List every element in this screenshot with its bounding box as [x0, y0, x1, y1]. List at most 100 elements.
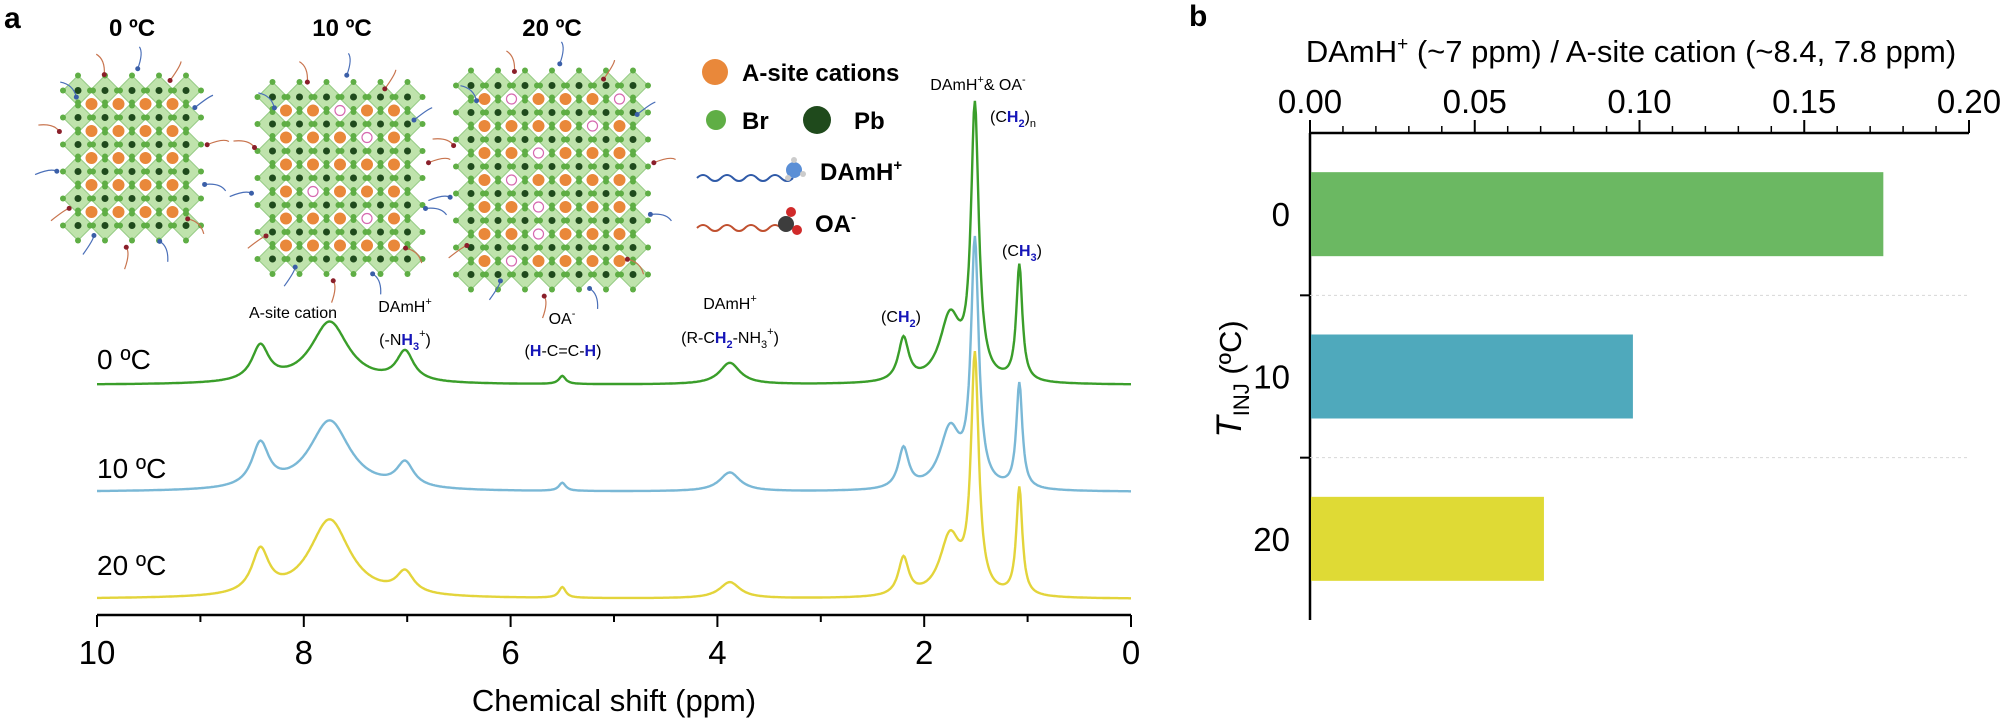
- br-atom: [254, 202, 261, 208]
- oa-ligand: [169, 61, 182, 81]
- damh-ligand: [34, 169, 58, 176]
- br-atom: [419, 94, 426, 100]
- br-atom: [281, 229, 288, 235]
- a-site-cation: [361, 239, 373, 252]
- br-atom: [323, 271, 330, 277]
- pb-atom: [521, 82, 529, 89]
- nmr-tick-label: 4: [708, 634, 726, 671]
- pb-atom: [182, 168, 190, 175]
- pb-atom: [269, 147, 276, 155]
- ligand-head: [330, 278, 336, 284]
- pb-atom: [404, 147, 411, 155]
- br-atom: [198, 87, 204, 94]
- br-atom: [389, 94, 396, 100]
- br-atom: [468, 256, 474, 263]
- h-atom-icon: [791, 157, 797, 163]
- a-site-cation: [166, 179, 179, 191]
- br-atom: [495, 175, 501, 182]
- pb-atom: [629, 244, 637, 251]
- br-atom: [495, 286, 501, 293]
- a-site-cation: [112, 152, 125, 164]
- bar-20: [1311, 496, 1544, 581]
- br-atom: [114, 195, 120, 202]
- damh-ligand: [283, 267, 296, 287]
- a-site-cation: [334, 158, 346, 171]
- br-atom: [75, 153, 81, 160]
- br-atom: [495, 229, 501, 236]
- pb-atom: [629, 136, 637, 143]
- br-atom: [75, 72, 81, 79]
- oa-ligand: [124, 246, 129, 270]
- pb-atom: [101, 168, 109, 175]
- br-atom: [129, 237, 135, 244]
- a-site-cation: [85, 98, 98, 110]
- pb-atom: [602, 271, 610, 278]
- br-atom: [75, 180, 81, 187]
- ligand-head: [271, 105, 277, 111]
- pb-atom: [269, 174, 276, 182]
- bar-x-ticks: 0.00 0.05 0.10 0.15 0.20: [1278, 83, 2001, 133]
- pb-atom: [128, 168, 136, 175]
- br-atom: [576, 121, 582, 128]
- nmr-x-ticks: 10 8 6 4 2 0: [79, 615, 1140, 671]
- br-atom: [168, 141, 174, 148]
- br-atom: [323, 187, 330, 193]
- br-atom: [603, 121, 609, 128]
- br-atom: [269, 160, 276, 166]
- trace-label-20c: 20 ºC: [97, 550, 166, 581]
- br-atom: [507, 244, 513, 251]
- pb-atom: [494, 82, 502, 89]
- br-atom: [603, 202, 609, 209]
- br-atom: [198, 195, 204, 202]
- damh-chain-icon: [696, 174, 794, 182]
- a-site-cation: [586, 174, 599, 186]
- br-atom: [377, 187, 384, 193]
- pb-atom: [467, 271, 475, 278]
- br-atom: [404, 79, 411, 85]
- br-atom: [615, 163, 621, 170]
- br-atom: [588, 244, 594, 251]
- ligand-head: [54, 168, 60, 174]
- br-atom: [60, 195, 66, 202]
- a-site-cation: [388, 158, 400, 171]
- pb-atom: [575, 109, 583, 116]
- pb-atom: [575, 217, 583, 224]
- ligand-head: [202, 181, 208, 187]
- a-site-cation: [307, 158, 319, 171]
- bar-separators: [1310, 294, 1969, 459]
- pb-atom: [377, 255, 384, 263]
- a-site-cation: [532, 93, 545, 105]
- br-atom: [102, 207, 108, 214]
- a-site-cation: [559, 255, 572, 267]
- bar-y-tick-label: 0: [1272, 196, 1290, 233]
- pb-atom: [629, 163, 637, 170]
- br-atom: [60, 87, 66, 94]
- a-site-cation: [334, 131, 346, 144]
- illustration-legend: A-site cations Br Pb DAmH+ OA-: [696, 59, 902, 238]
- a-site-cation: [361, 185, 373, 198]
- br-atom: [183, 153, 189, 160]
- pb-atom: [182, 114, 190, 121]
- br-atom: [615, 109, 621, 116]
- br-atom: [645, 217, 651, 224]
- a-site-cation: [478, 201, 491, 213]
- pb-atom: [548, 244, 556, 251]
- br-atom: [114, 87, 120, 94]
- annotation-ch2n: (CH2)n: [990, 109, 1036, 130]
- damh-ligand: [159, 240, 169, 262]
- pb-atom: [269, 255, 276, 263]
- nmr-tick-label: 10: [79, 634, 116, 671]
- damh-ligand: [229, 191, 252, 198]
- a-site-cation: [586, 228, 599, 240]
- h-atom-icon: [800, 171, 806, 177]
- pb-atom: [182, 222, 190, 229]
- pb-atom: [629, 217, 637, 224]
- a-site-vacancy: [532, 147, 545, 159]
- trace-label-10c: 10 ºC: [97, 453, 166, 484]
- br-atom: [296, 160, 303, 166]
- annotation-damh-2: DAmH+: [703, 293, 757, 313]
- br-atom: [588, 190, 594, 197]
- br-atom: [350, 187, 357, 193]
- br-atom: [522, 148, 528, 155]
- pb-atom: [296, 120, 303, 128]
